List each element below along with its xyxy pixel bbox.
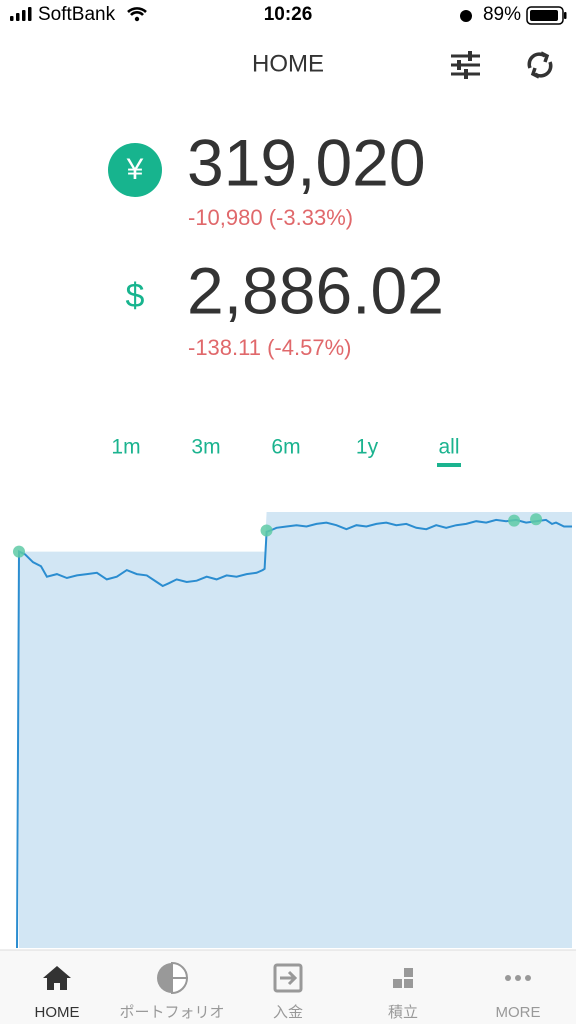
carrier: SoftBank — [38, 4, 116, 25]
marker — [508, 514, 521, 527]
settings-button[interactable] — [451, 51, 480, 79]
balance-change: -138.11 (-4.57%) — [188, 335, 351, 360]
balance-amount: 2,886.02 — [187, 253, 444, 327]
nav-item[interactable]: 入金 — [273, 1004, 303, 1021]
range-tab[interactable]: all — [438, 436, 459, 459]
range-tab[interactable]: 3m — [191, 436, 220, 459]
nav-item[interactable]: HOME — [35, 1004, 80, 1021]
nav-labels: HOME ポートフォリオ 入金 積立 MORE — [35, 1004, 541, 1021]
chart — [12, 512, 573, 949]
nav-item[interactable]: ポートフォリオ — [119, 1004, 224, 1021]
nav-item[interactable]: MORE — [496, 1004, 541, 1021]
battery-level: 89% — [483, 4, 521, 25]
range-tab[interactable]: 6m — [271, 436, 300, 459]
currency-symbol: ¥ — [126, 153, 144, 186]
active-tab-indicator — [437, 463, 461, 467]
balance-change: -10,980 (-3.33%) — [188, 205, 353, 230]
range-tab[interactable]: 1m — [111, 436, 140, 459]
refresh-button[interactable] — [527, 51, 553, 79]
range-tabs: 1m 3m 6m 1y all — [111, 436, 461, 467]
range-tab[interactable]: 1y — [356, 436, 379, 459]
clock: 10:26 — [264, 4, 313, 25]
balance-amount: 319,020 — [187, 125, 426, 199]
currency-symbol: $ — [126, 277, 145, 315]
nav-item[interactable]: 積立 — [388, 1004, 418, 1021]
marker — [260, 524, 273, 537]
header-title: HOME — [252, 50, 324, 77]
marker — [530, 513, 543, 526]
nav-bar — [0, 950, 576, 1024]
yen-badge — [108, 143, 162, 197]
area — [18, 512, 573, 948]
marker — [12, 545, 25, 558]
status-bar: SoftBank 10:26 89% — [10, 4, 567, 25]
nav-icons — [43, 961, 531, 995]
line — [16, 518, 572, 949]
